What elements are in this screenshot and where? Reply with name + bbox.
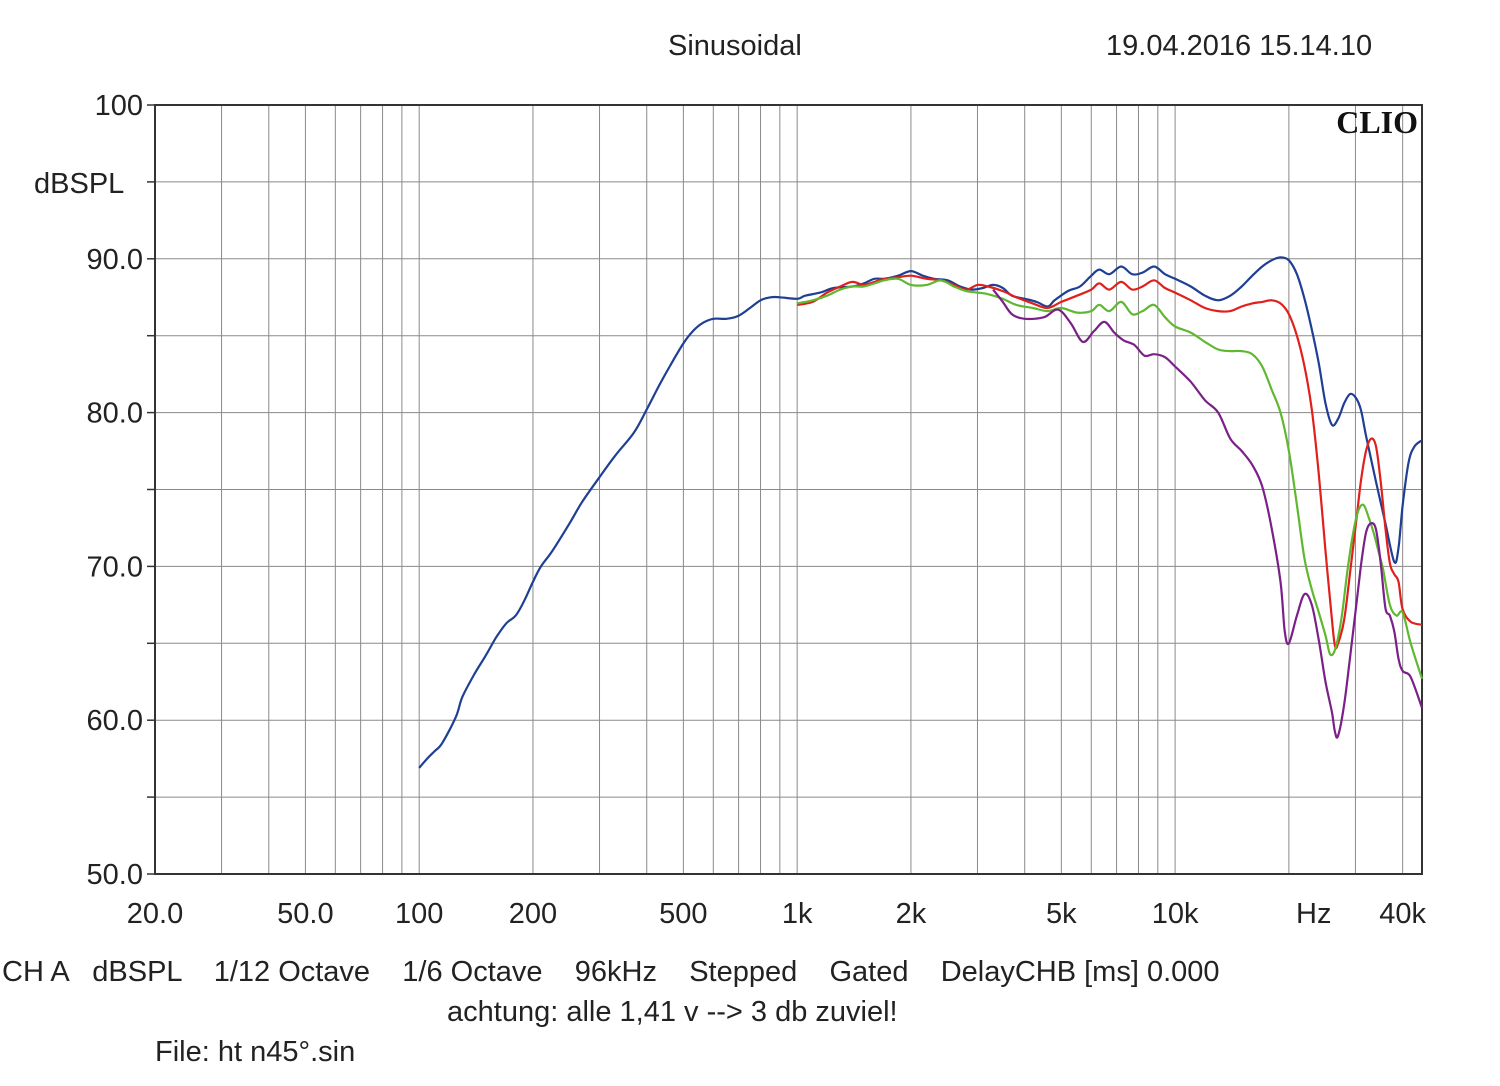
x-tick-label: 500 (659, 898, 707, 930)
settings-line: CH A dBSPL 1/12 Octave 1/6 Octave 96kHz … (2, 956, 1220, 988)
y-tick-label: 70.0 (87, 551, 143, 583)
y-axis-label: dBSPL (34, 168, 124, 200)
note-line: achtung: alle 1,41 v --> 3 db zuviel! (447, 996, 898, 1028)
x-tick-label: 5k (1046, 898, 1077, 930)
y-tick-label: 80.0 (87, 398, 143, 430)
file-line: File: ht n45°.sin (155, 1036, 356, 1068)
y-tick-label: 60.0 (87, 705, 143, 737)
y-tick-label: 50.0 (87, 859, 143, 891)
series-line-0 (418, 256, 1423, 769)
x-tick-label: 200 (509, 898, 557, 930)
x-tick-label: 20.0 (127, 898, 183, 930)
x-tick-labels: 20.0 50.0 100 200 500 1k 2k 5k 10k 40k (127, 898, 1427, 930)
y-tick-label: 90.0 (87, 244, 143, 276)
x-tick-label: 50.0 (277, 898, 333, 930)
series-layer (418, 256, 1424, 769)
chart-title: Sinusoidal (668, 30, 802, 62)
x-tick-label: 1k (782, 898, 813, 930)
x-tick-label: 2k (896, 898, 927, 930)
x-tick-label: 40k (1379, 898, 1426, 930)
x-tick-label: 100 (395, 898, 443, 930)
grid (147, 104, 1423, 875)
y-tick-labels: 100 90.0 80.0 70.0 60.0 50.0 (87, 90, 143, 891)
series-line-3 (992, 288, 1424, 739)
clio-logo: CLIO (1336, 104, 1418, 140)
series-line-2 (796, 277, 1424, 680)
series-line-1 (796, 274, 1423, 650)
y-tick-label: 100 (95, 90, 143, 122)
x-tick-label: 10k (1152, 898, 1199, 930)
timestamp: 19.04.2016 15.14.10 (1106, 30, 1373, 62)
x-axis-label: Hz (1296, 898, 1331, 930)
